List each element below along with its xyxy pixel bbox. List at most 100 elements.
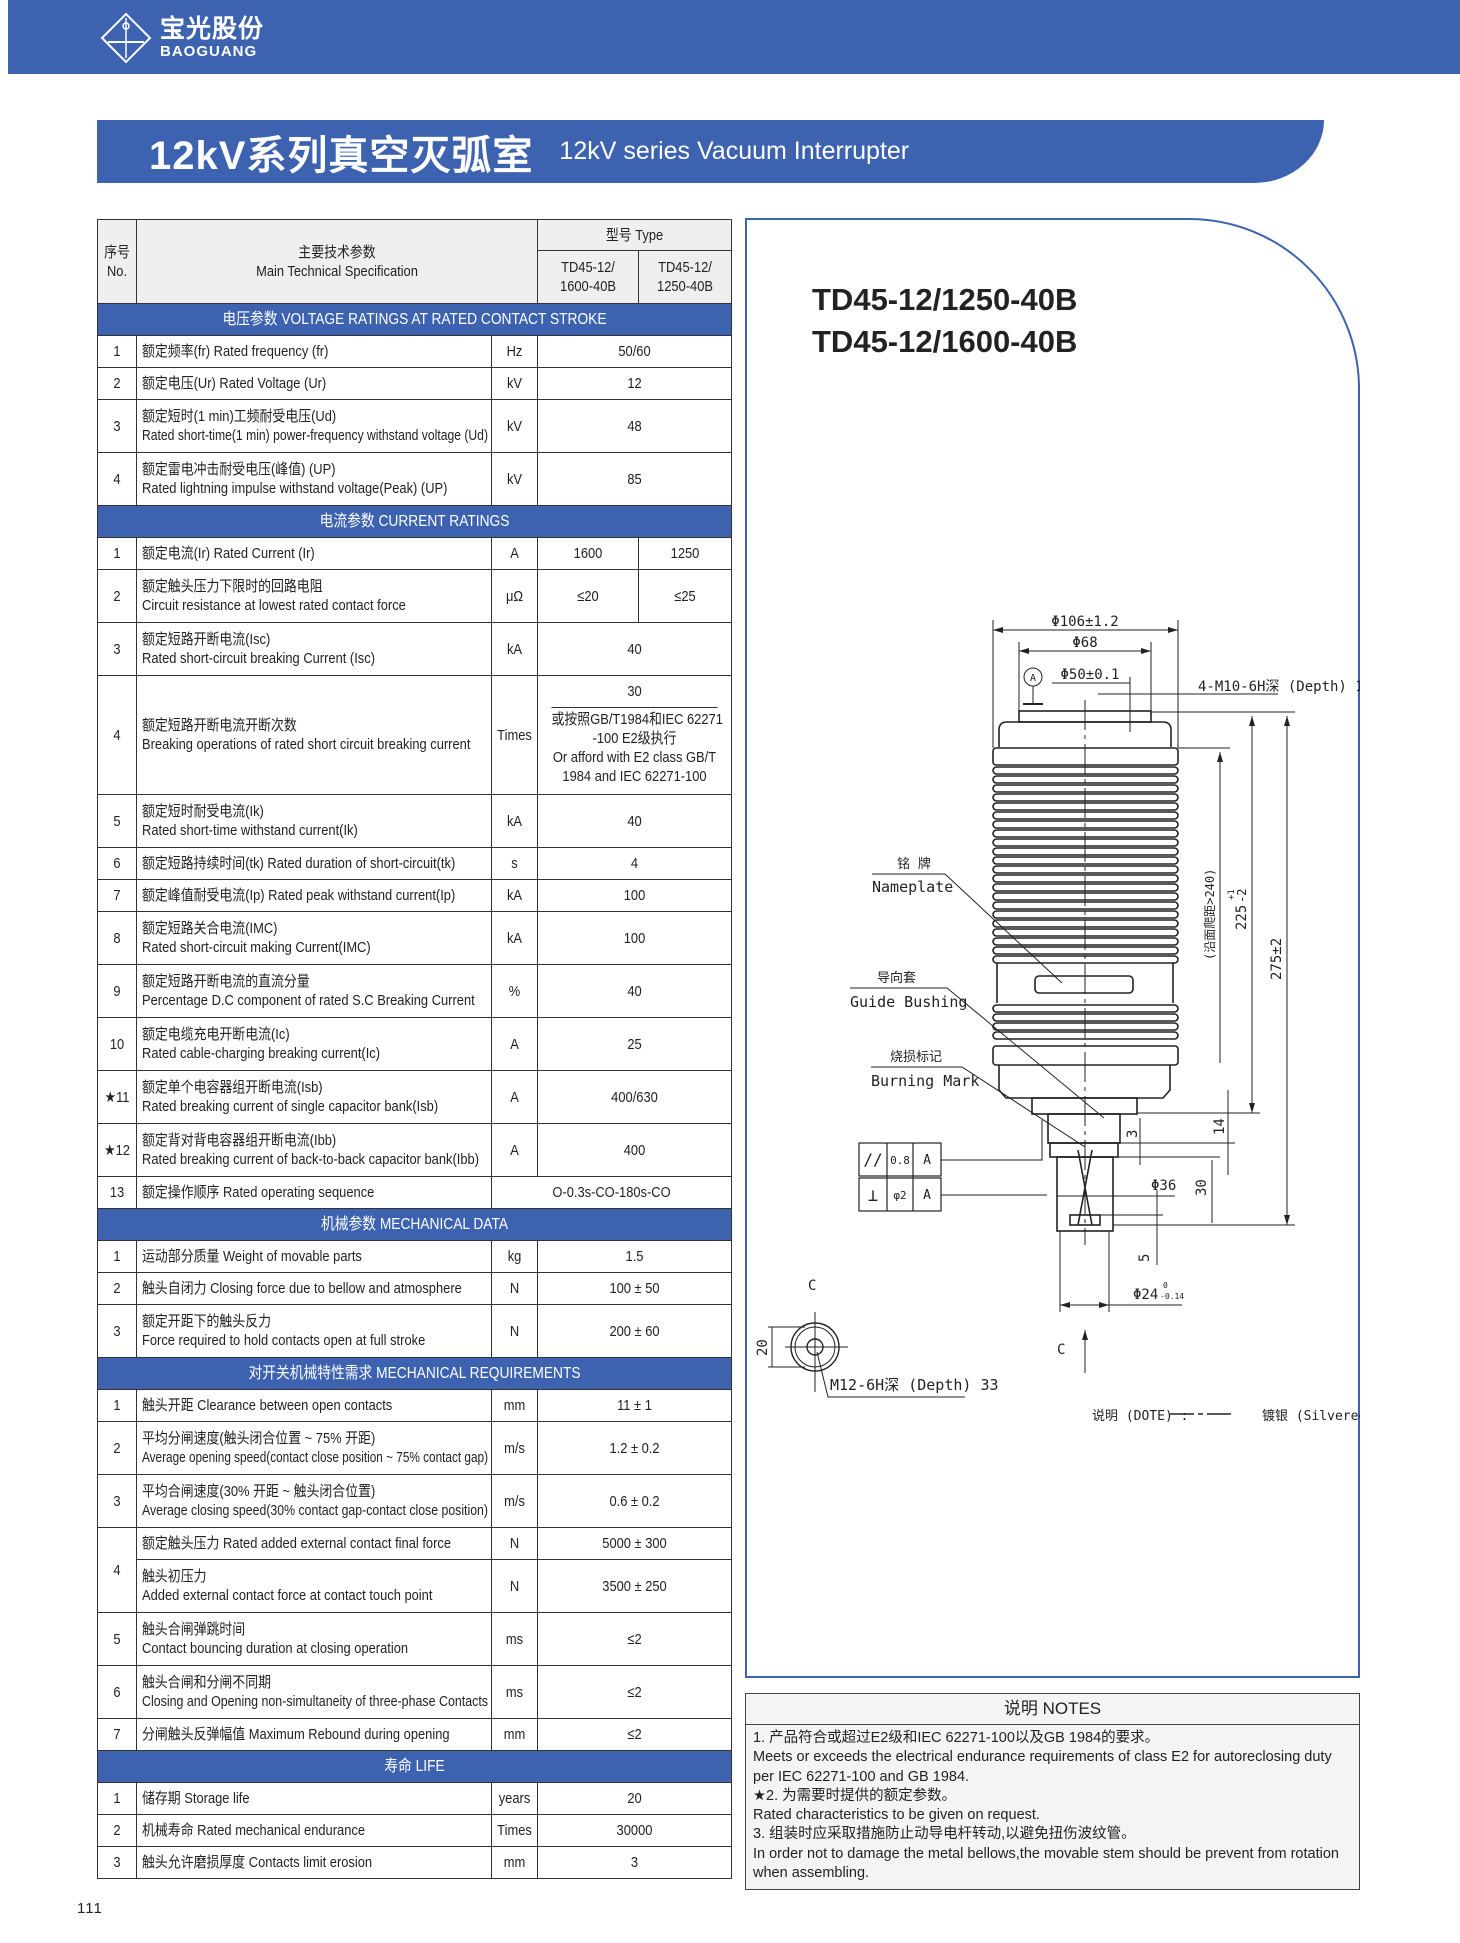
value: 200 ± 60 xyxy=(609,1322,660,1340)
text-line: 触头允许磨损厚度 Contacts limit erosion xyxy=(142,1854,373,1871)
value-cell: ≤2 xyxy=(537,1612,733,1666)
spec-cell: 触头初压力 Added external contact force at con… xyxy=(136,1559,492,1613)
number: 3 xyxy=(113,1492,121,1510)
section-row: 电流参数 CURRENT RATINGS xyxy=(96,505,733,538)
spec-cell: 平均分闸速度(触头闭合位置 ~ 75% 开距) Average opening s… xyxy=(136,1421,492,1475)
value: 5000 ± 300 xyxy=(602,1535,667,1552)
row-number: 8 xyxy=(97,911,137,965)
unit-cell: N xyxy=(490,1527,539,1560)
value: 30 xyxy=(551,676,718,708)
spec-table: 序号 No. 主要技术参数 Main Technical Specification… xyxy=(96,219,733,1879)
number: 4 xyxy=(113,470,121,488)
text-line: 额定电压(Ur) Rated Voltage (Ur) xyxy=(142,375,327,392)
row-number: 1 xyxy=(97,335,137,368)
value: 0.6 ± 0.2 xyxy=(609,1492,660,1510)
title-banner: 12kV系列真空灭弧室 12kV series Vacuum Interrupt… xyxy=(97,120,1324,183)
svg-text:C: C xyxy=(808,1278,816,1294)
unit-cell: Hz xyxy=(490,335,539,368)
section-label: 电流参数 CURRENT RATINGS xyxy=(319,513,510,530)
value-cell: ≤25 xyxy=(638,569,733,623)
number: 3 xyxy=(113,1322,121,1340)
svg-text:A: A xyxy=(1030,673,1036,684)
unit: kV xyxy=(506,470,523,488)
number: 13 xyxy=(109,1184,125,1201)
header-band xyxy=(8,0,1460,74)
text-line: 机械寿命 Rated mechanical endurance xyxy=(142,1822,365,1839)
text-line: 平均合闸速度(30% 开距 ~ 触头闭合位置) xyxy=(142,1483,376,1500)
spec-cell: 额定背对背电容器组开断电流(Ibb) Rated breaking current… xyxy=(136,1123,492,1177)
row-number: 6 xyxy=(97,847,137,880)
unit-cell: Times xyxy=(490,675,539,795)
value: 30000 xyxy=(616,1822,653,1839)
unit: m/s xyxy=(504,1492,525,1510)
text-line: 分闸触头反弹幅值 Maximum Rebound during opening xyxy=(142,1726,450,1743)
unit: A xyxy=(510,1088,519,1106)
value: 40 xyxy=(627,982,642,1000)
svg-text:-2: -2 xyxy=(1235,889,1249,903)
nameplate-shape xyxy=(1034,975,1134,994)
row-number: 3 xyxy=(97,399,137,453)
spec-cell: 运动部分质量 Weight of movable parts xyxy=(136,1240,492,1273)
number: 2 xyxy=(113,1280,121,1297)
text-line: 触头合闸和分闸不同期 xyxy=(142,1674,272,1691)
spec-cell: 额定触头压力下限时的回路电阻 Circuit resistance at lowe… xyxy=(136,569,492,623)
unit-cell: kV xyxy=(490,367,539,400)
header-model-2: TD45-12/1250-40B xyxy=(638,250,733,304)
spec-cell: 额定短路开断电流的直流分量 Percentage D.C component of… xyxy=(136,964,492,1018)
text-line: Average closing speed(30% contact gap-co… xyxy=(142,1502,488,1519)
svg-text:Φ24: Φ24 xyxy=(1133,1287,1158,1303)
logo-en: BAOGUANG xyxy=(160,43,258,60)
unit: N xyxy=(509,1577,520,1595)
value: 1.2 ± 0.2 xyxy=(609,1439,660,1457)
value-cell: ≤2 xyxy=(537,1665,733,1719)
table-row: ★12 额定背对背电容器组开断电流(Ibb) Rated breaking curr… xyxy=(97,1123,733,1177)
number: 9 xyxy=(113,982,121,1000)
value-cell: 25 xyxy=(537,1017,733,1071)
text-line: 运动部分质量 Weight of movable parts xyxy=(142,1248,362,1265)
value-cell: 40 xyxy=(537,964,733,1018)
value: 1250 xyxy=(670,545,700,562)
unit-cell: ms xyxy=(490,1612,539,1666)
number: ★11 xyxy=(104,1088,130,1106)
unit-cell: kV xyxy=(490,399,539,453)
unit: kA xyxy=(506,812,523,830)
text-line: 额定开距下的触头反力 xyxy=(142,1313,272,1330)
unit-cell: s xyxy=(490,847,539,880)
value-cell: 4 xyxy=(537,847,733,880)
table-row: 6 额定短路持续时间(tk) Rated duration of short-ci… xyxy=(97,847,733,880)
row-number: 10 xyxy=(97,1017,137,1071)
unit: years xyxy=(498,1790,531,1807)
table-row: 触头初压力 Added external contact force at con… xyxy=(98,1559,733,1613)
row-number: 4 xyxy=(97,1527,137,1613)
svg-text:烧损标记: 烧损标记 xyxy=(890,1050,942,1065)
spec-cell: 额定短时耐受电流(Ik) Rated short-time withstand c… xyxy=(136,794,492,848)
svg-text:225: 225 xyxy=(1234,905,1250,930)
logo-diamond-icon xyxy=(100,12,152,64)
unit-cell: N xyxy=(490,1304,539,1358)
unit-cell: m/s xyxy=(490,1421,539,1475)
value-cell: ≤2 xyxy=(537,1718,733,1751)
value: ≤2 xyxy=(627,1630,642,1648)
number: 6 xyxy=(113,1683,121,1701)
text-line: Rated short-time(1 min) power-frequency … xyxy=(142,427,488,444)
section-title: 对开关机械特性需求 MECHANICAL REQUIREMENTS xyxy=(96,1357,733,1390)
svg-text:30: 30 xyxy=(1194,1179,1210,1196)
spec-cell: 储存期 Storage life xyxy=(136,1782,492,1815)
table-row: 1 额定电流(Ir) Rated Current (Ir) A 1600 1250 xyxy=(97,537,733,570)
text-line: Closing and Opening non-simultaneity of … xyxy=(142,1693,488,1710)
value: 400 xyxy=(623,1141,646,1159)
text-line: Rated breaking current of single capacit… xyxy=(142,1098,439,1115)
row-number: 1 xyxy=(97,537,137,570)
text-line: 额定短路持续时间(tk) Rated duration of short-cir… xyxy=(142,855,456,872)
row-number: 6 xyxy=(97,1665,137,1719)
spec-cell: 额定电流(Ir) Rated Current (Ir) xyxy=(136,537,492,570)
spec-cell: 额定短路关合电流(IMC) Rated short-circuit making … xyxy=(136,911,492,965)
svg-text:φ2: φ2 xyxy=(893,1189,906,1202)
text-line: Rated lightning impulse withstand voltag… xyxy=(142,480,448,497)
row-number: 2 xyxy=(97,569,137,623)
table-row: 5 触头合闸弹跳时间 Contact bouncing duration at cl… xyxy=(97,1612,733,1666)
unit-cell: kg xyxy=(490,1240,539,1273)
row-number: 1 xyxy=(97,1389,137,1422)
parallelism-icon: // xyxy=(863,1150,882,1169)
row-number: ★11 xyxy=(97,1070,137,1124)
